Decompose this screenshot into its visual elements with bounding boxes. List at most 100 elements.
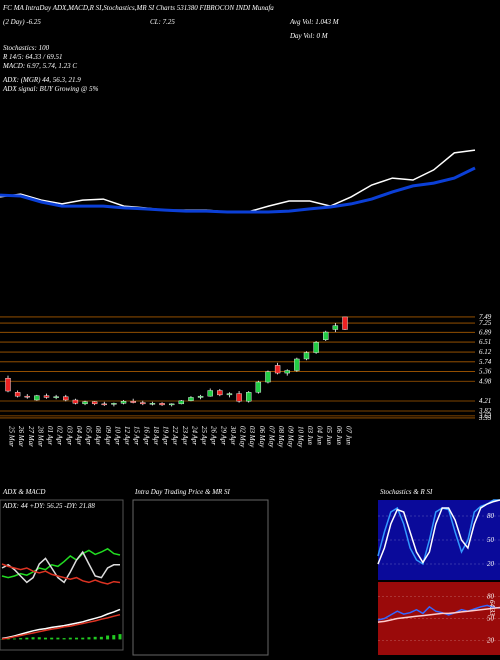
candle-body (207, 390, 213, 397)
candle-body (5, 378, 11, 392)
x-tick-label: 04 Jun (316, 426, 324, 445)
histogram-bar (75, 637, 79, 640)
x-tick-label: 16 Apr (142, 426, 150, 445)
candle-body (91, 401, 98, 405)
x-tick-label: 12 Apr (123, 426, 131, 445)
histogram-bar (43, 637, 47, 640)
x-tick-label: 15 Apr (133, 426, 141, 445)
y-tick-label: 6.89 (479, 328, 492, 336)
histogram-bar (37, 637, 41, 640)
candle-body (246, 392, 252, 402)
candle-body (24, 395, 30, 398)
x-tick-label: 25 Mar (8, 426, 16, 447)
histogram-bar (12, 638, 16, 640)
x-tick-label: 06 Jun (335, 426, 343, 445)
series-line (1, 547, 121, 579)
x-tick-label: 27 Mar (27, 426, 35, 447)
annotation: 64.33 (488, 600, 496, 616)
y-tick-label: 20 (487, 560, 495, 568)
x-tick-label: 03 Jun (306, 426, 314, 445)
series-line (1, 613, 121, 640)
histogram-bar (106, 635, 110, 640)
y-tick-label: 50 (487, 536, 495, 544)
histogram-bar (99, 636, 103, 640)
candle-body (140, 402, 146, 405)
x-tick-label: 03 May (248, 426, 256, 448)
annotation: Day Vol: 0 M (289, 32, 329, 40)
annotation: ADX: (MGR) 44, 56.3, 21.9 (2, 76, 81, 84)
candle-body (197, 395, 204, 398)
histogram-bar (62, 638, 66, 640)
candle-body (188, 397, 194, 401)
candle-body (313, 342, 319, 353)
x-tick-label: 02 Apr (56, 426, 64, 445)
y-tick-label: 20 (487, 636, 495, 644)
series-line (0, 166, 476, 214)
candle-body (53, 396, 59, 398)
candle-body (72, 399, 79, 404)
x-tick-label: 07 Jun (345, 426, 353, 445)
x-tick-label: 08 May (277, 426, 285, 448)
annotation: ADX: 44 +DY: 56.25 -DY: 21.88 (2, 502, 95, 510)
x-tick-label: 09 May (287, 426, 295, 448)
candle-body (274, 365, 281, 374)
annotation: Stochastics: 100 (3, 44, 50, 52)
chart-title: Intra Day Trading Price & MR SI (134, 488, 231, 496)
histogram-bar (68, 637, 72, 640)
candle-body (236, 393, 242, 402)
annotation: (2 Day) -6.25 (3, 18, 41, 26)
y-tick-label: 5.36 (479, 368, 492, 376)
panel-background (378, 500, 500, 580)
x-tick-label: 07 May (267, 426, 275, 448)
candle-body (168, 403, 175, 406)
candle-body (323, 331, 329, 340)
candle-body (149, 403, 156, 405)
candle-body (111, 403, 117, 405)
x-tick-label: 28 Mar (36, 426, 44, 447)
x-tick-label: 29 Apr (219, 426, 227, 445)
x-tick-label: 24 Apr (190, 426, 198, 445)
y-tick-label: 5.74 (479, 358, 492, 366)
series-line (1, 550, 120, 584)
y-tick-label: 80 (487, 512, 495, 520)
annotation: CL: 7.25 (150, 18, 175, 26)
candle-body (43, 395, 50, 398)
chart-title: FC MA IntraDay ADX,MACD,R SI,Stochastics… (2, 4, 274, 12)
candle-body (120, 401, 127, 404)
histogram-bar (56, 637, 60, 640)
x-tick-label: 03 Apr (65, 426, 73, 445)
candle-body (342, 316, 348, 330)
series-line (0, 149, 476, 213)
annotation: R 14/5: 64.33 / 69.51 (2, 53, 63, 61)
series-line (377, 499, 500, 565)
series-line (1, 563, 121, 585)
annotation: Avg Vol: 1.043 M (289, 18, 340, 26)
annotation: ADX signal: BUY Growing @ 5% (2, 85, 99, 93)
y-tick-label: 7.25 (479, 319, 492, 327)
x-tick-label: 05 Apr (85, 426, 93, 445)
histogram-bar (118, 634, 122, 640)
candle-body (294, 358, 300, 371)
intraday-panel-frame (132, 499, 269, 656)
x-tick-label: 06 May (258, 426, 266, 448)
chart-title: ADX & MACD (2, 488, 45, 496)
annotation: MACD: 6.97, 5.74, 1.23 C (2, 62, 77, 70)
series-line (1, 608, 121, 640)
series-line (377, 606, 500, 623)
y-tick-label: 7.49 (479, 313, 492, 321)
y-tick-label: 4.21 (479, 397, 491, 405)
histogram-bar (87, 637, 91, 640)
y-tick-label: 50 (487, 615, 495, 623)
x-tick-label: 26 Apr (210, 426, 218, 445)
histogram-bar (19, 638, 23, 640)
x-tick-label: 23 Apr (181, 426, 189, 445)
y-tick-label: 80 (487, 593, 495, 601)
x-tick-label: 04 Apr (75, 426, 83, 445)
candle-body (34, 395, 40, 401)
candle-body (265, 371, 271, 383)
x-tick-label: 08 Apr (94, 426, 102, 445)
candle-body (178, 400, 185, 405)
candle-body (82, 401, 88, 405)
y-tick-label: 3.55 (478, 414, 492, 422)
